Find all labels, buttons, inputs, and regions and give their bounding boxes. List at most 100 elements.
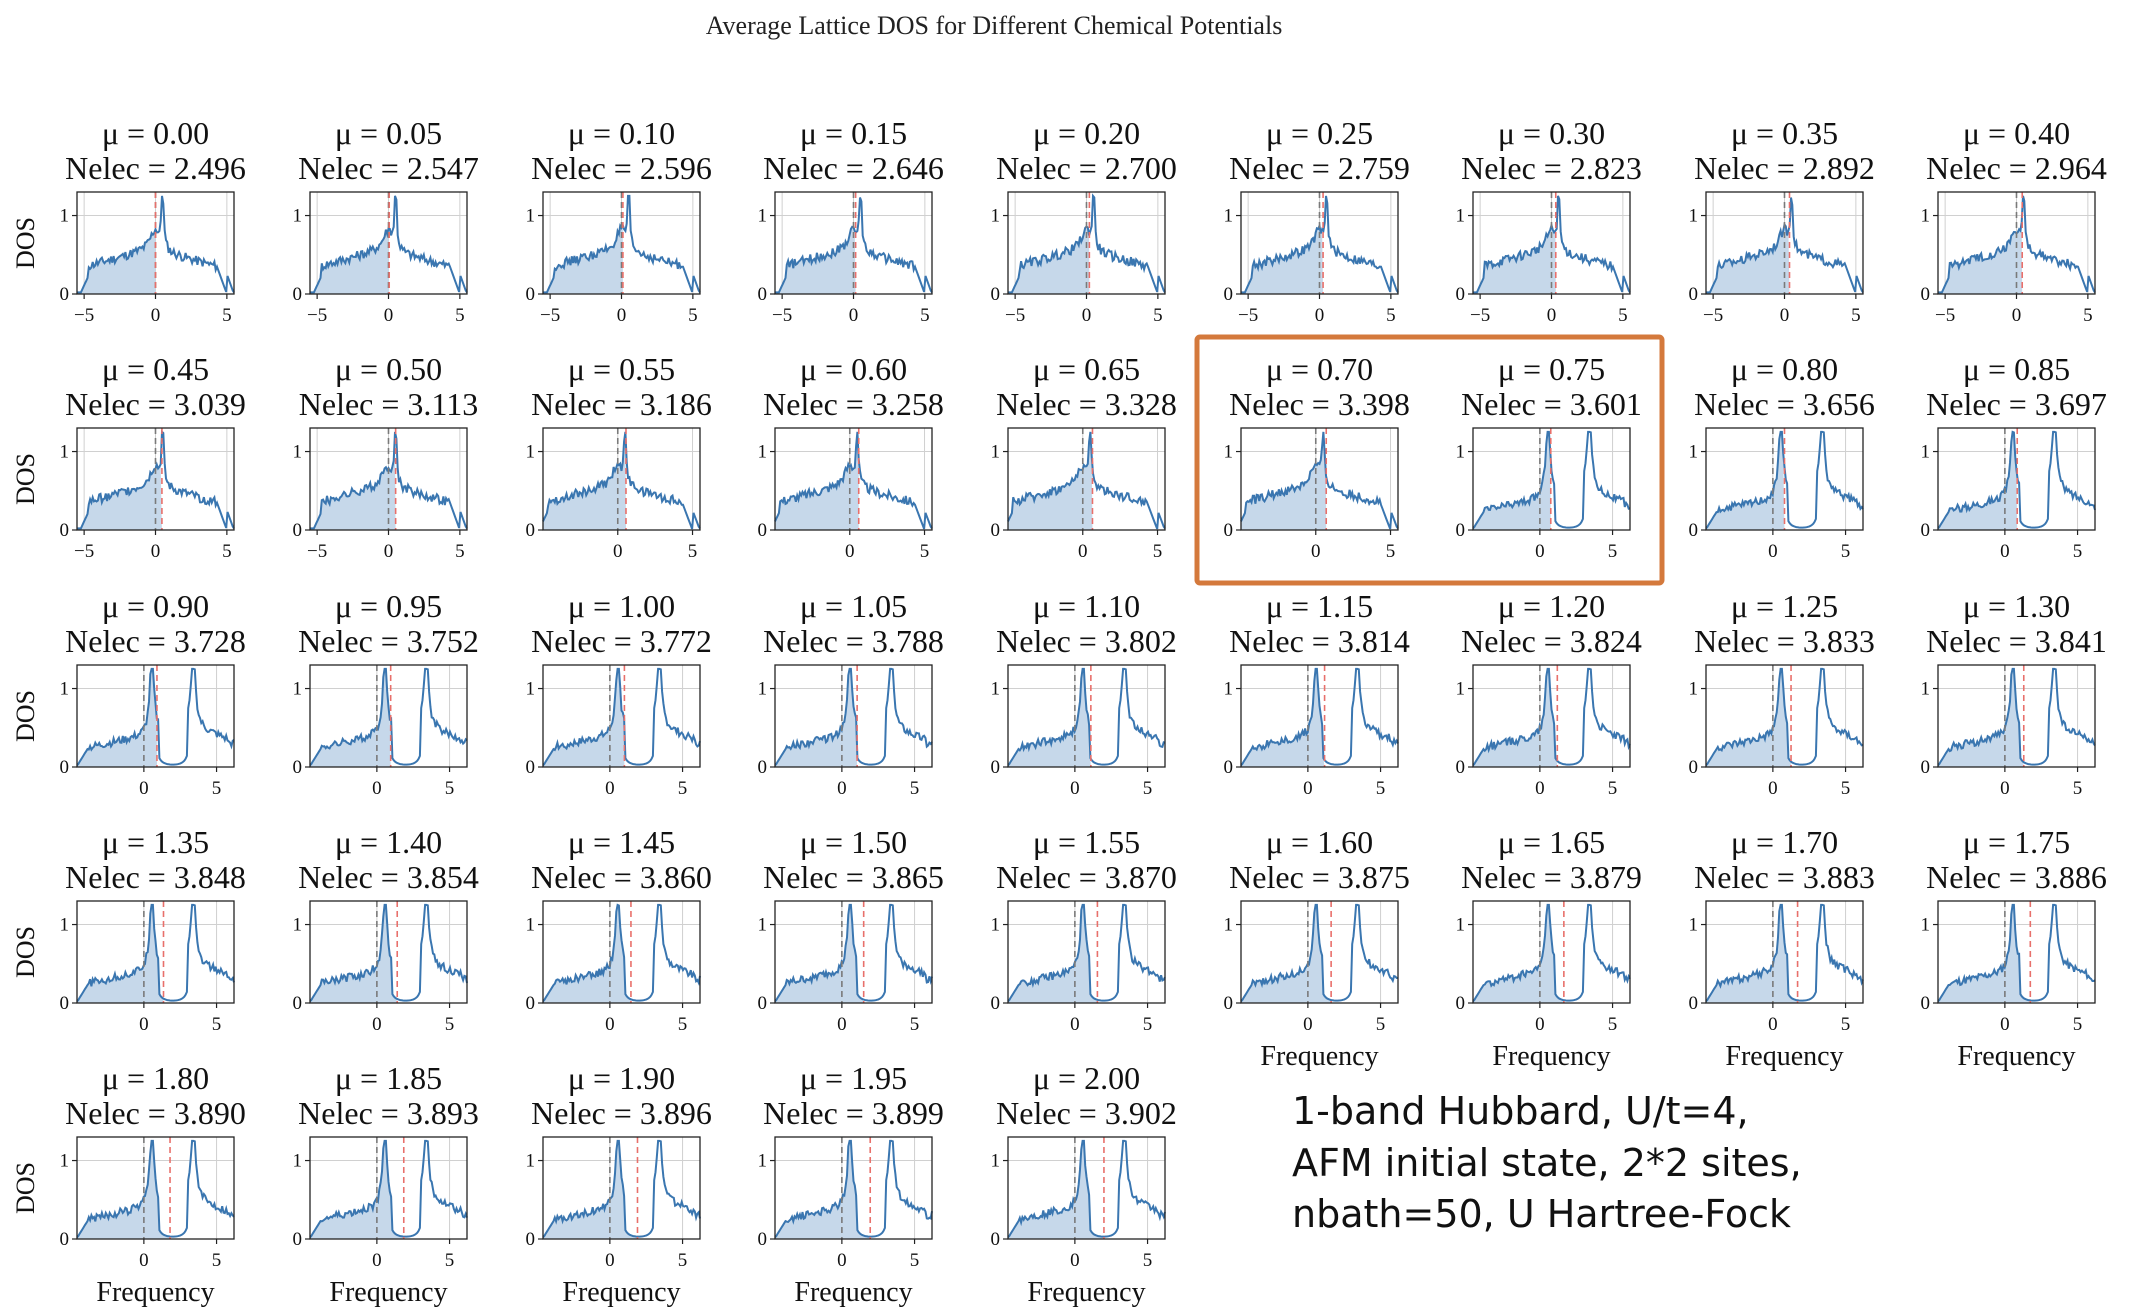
x-tick-label: 0 <box>1547 305 1557 326</box>
y-tick-label: 0 <box>1224 757 1234 778</box>
x-axis-label: Frequency <box>329 1277 447 1308</box>
axes-frame <box>1937 900 2096 1004</box>
x-tick-label: 5 <box>910 1250 920 1271</box>
x-tick-label: 0 <box>1780 305 1790 326</box>
dos-filled-area <box>1008 904 1098 1003</box>
y-tick-label: 0 <box>991 757 1001 778</box>
dos-filled-area <box>543 668 625 767</box>
y-tick-label: 1 <box>60 206 70 227</box>
x-tick-label: 5 <box>678 778 688 799</box>
y-tick-label: 0 <box>526 520 536 541</box>
y-tick-label: 0 <box>1224 284 1234 305</box>
y-tick-label: 1 <box>1456 679 1466 700</box>
note-line-2: AFM initial state, 2*2 sites, <box>1292 1141 1802 1185</box>
y-tick-label: 1 <box>1224 915 1234 936</box>
subplot-title-nelec: Nelec = 3.728 <box>65 623 246 659</box>
y-tick-label: 1 <box>1921 679 1931 700</box>
subplot-title-mu: μ = 1.30 <box>1963 588 2070 624</box>
y-tick-label: 0 <box>1456 993 1466 1014</box>
y-tick-label: 0 <box>1921 993 1931 1014</box>
x-tick-label: 0 <box>139 1250 149 1271</box>
x-tick-label: 0 <box>151 541 161 562</box>
subplot-title-mu: μ = 1.55 <box>1033 824 1140 860</box>
dos-filled-area <box>1241 668 1325 767</box>
dos-filled-area <box>543 225 623 294</box>
dos-line <box>76 903 235 1003</box>
x-tick-label: −5 <box>1935 305 1955 326</box>
dos-filled-area <box>775 668 858 767</box>
y-tick-label: 1 <box>1456 442 1466 463</box>
y-tick-label: 1 <box>758 915 768 936</box>
y-tick-label: 0 <box>1224 993 1234 1014</box>
subplot-title-nelec: Nelec = 2.596 <box>531 150 712 186</box>
subplot-title-mu: μ = 1.00 <box>568 588 675 624</box>
dos-filled-area <box>775 904 864 1003</box>
x-axis-label: Frequency <box>1725 1041 1843 1072</box>
x-tick-label: 5 <box>1608 1014 1618 1035</box>
subplot-title-mu: μ = 1.95 <box>800 1060 907 1096</box>
x-tick-label: 5 <box>445 1014 455 1035</box>
subplot-title-mu: μ = 1.85 <box>335 1060 442 1096</box>
axes-frame <box>542 427 701 531</box>
x-tick-label: 0 <box>384 541 394 562</box>
y-tick-label: 0 <box>293 757 303 778</box>
y-tick-label: 0 <box>1921 757 1931 778</box>
y-tick-label: 1 <box>60 1151 70 1172</box>
dos-line <box>774 431 933 530</box>
x-tick-label: 0 <box>613 541 623 562</box>
dos-filled-area <box>310 1140 404 1239</box>
subplot-title-mu: μ = 0.95 <box>335 588 442 624</box>
dos-filled-area <box>1473 431 1551 530</box>
x-tick-label: 0 <box>372 1250 382 1271</box>
subplot-title-mu: μ = 0.90 <box>102 588 209 624</box>
y-tick-label: 1 <box>758 206 768 227</box>
y-tick-label: 1 <box>1456 206 1466 227</box>
x-tick-label: 0 <box>2000 778 2010 799</box>
x-tick-label: 5 <box>455 305 465 326</box>
x-tick-label: −5 <box>1703 305 1723 326</box>
annotation-note: 1-band Hubbard, U/t=4, AFM initial state… <box>1292 1089 1802 1236</box>
axes-frame <box>774 664 933 768</box>
axes-frame <box>774 1136 933 1240</box>
subplot-title-mu: μ = 1.70 <box>1731 824 1838 860</box>
dos-filled-area <box>1241 431 1327 530</box>
subplot-title-nelec: Nelec = 3.814 <box>1229 623 1410 659</box>
dos-line <box>1007 667 1166 767</box>
dos-line <box>542 667 701 767</box>
y-tick-label: 1 <box>60 915 70 936</box>
x-tick-label: 0 <box>372 1014 382 1035</box>
y-axis-label: DOS <box>11 1162 40 1214</box>
y-tick-label: 0 <box>758 993 768 1014</box>
axes-frame <box>309 1136 468 1240</box>
x-tick-label: 0 <box>1535 1014 1545 1035</box>
y-tick-label: 1 <box>293 442 303 463</box>
subplot-title-nelec: Nelec = 3.896 <box>531 1095 712 1131</box>
x-tick-label: 5 <box>920 541 930 562</box>
x-tick-label: 5 <box>1143 1014 1153 1035</box>
dos-line <box>542 431 701 530</box>
axes-frame <box>1472 427 1631 531</box>
y-tick-label: 0 <box>1689 757 1699 778</box>
subplot-title-nelec: Nelec = 3.258 <box>763 386 944 422</box>
y-tick-label: 0 <box>1224 520 1234 541</box>
y-tick-label: 0 <box>1921 284 1931 305</box>
subplot-title-mu: μ = 0.35 <box>1731 115 1838 151</box>
y-tick-label: 1 <box>1921 206 1931 227</box>
x-tick-label: −5 <box>1238 305 1258 326</box>
subplot-title-mu: μ = 1.15 <box>1266 588 1373 624</box>
y-tick-label: 1 <box>991 442 1001 463</box>
x-tick-label: 5 <box>1143 778 1153 799</box>
dos-filled-area <box>1241 904 1332 1003</box>
axes-frame <box>1240 900 1399 1004</box>
y-tick-label: 1 <box>293 915 303 936</box>
